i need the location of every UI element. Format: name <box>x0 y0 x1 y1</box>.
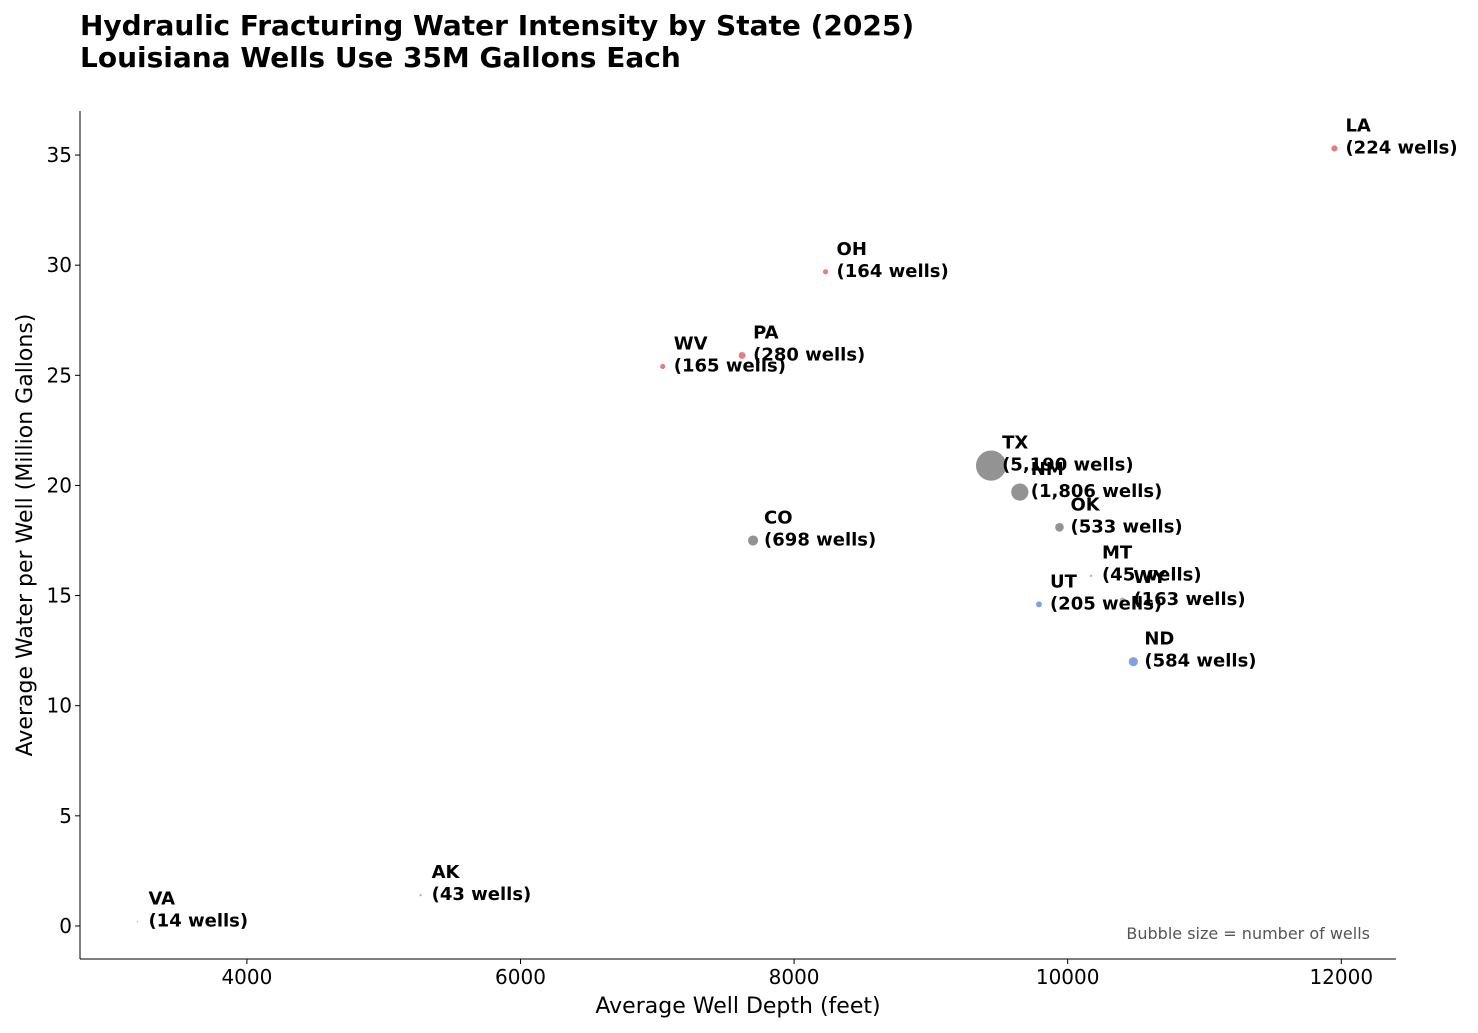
bubble-pa <box>738 351 747 360</box>
bubble-oh <box>822 268 829 275</box>
label-nd: ND (584 wells) <box>1144 629 1256 672</box>
x-tick-label: 12000 <box>1309 965 1373 989</box>
label-wells: (14 wells) <box>148 911 248 932</box>
label-state: OH <box>837 239 867 260</box>
bubble-nd <box>1127 655 1140 668</box>
axes: 4000 6000 8000 10000 12000 0 5 10 15 20 25 30 35 <box>47 111 1396 989</box>
label-state: OK <box>1070 494 1100 515</box>
label-wells: (280 wells) <box>753 344 865 365</box>
label-wells: (533 wells) <box>1070 516 1182 537</box>
data-points <box>136 144 1338 923</box>
label-mt: MT (45 wells) <box>1102 543 1202 586</box>
bubble-wy <box>1119 596 1126 604</box>
label-la: LA (224 wells) <box>1345 115 1457 158</box>
label-wells: (45 wells) <box>1102 565 1202 586</box>
bubble-size-note: Bubble size = number of wells <box>1126 924 1370 943</box>
label-wells: (224 wells) <box>1345 137 1457 158</box>
label-state: LA <box>1345 115 1370 136</box>
label-state: WY <box>1133 567 1167 588</box>
chart-title: Hydraulic Fracturing Water Intensity by … <box>80 10 914 74</box>
label-co: CO (698 wells) <box>764 508 876 551</box>
label-wells: (163 wells) <box>1133 589 1245 610</box>
label-state: WV <box>674 334 708 355</box>
label-wells: (164 wells) <box>837 261 949 282</box>
label-wy: WY (163 wells) <box>1133 567 1245 610</box>
label-state: VA <box>148 889 175 910</box>
chart-title-line-2: Louisiana Wells Use 35M Gallons Each <box>80 41 681 74</box>
x-tick-label: 4000 <box>221 965 272 989</box>
label-ak: AK (43 wells) <box>432 862 532 905</box>
chart-title-line-1: Hydraulic Fracturing Water Intensity by … <box>80 9 915 42</box>
label-state: UT <box>1050 571 1078 592</box>
y-tick-label: 10 <box>47 694 72 718</box>
label-wv: WV (165 wells) <box>674 334 786 377</box>
label-tx: TX (5,190 wells) <box>1002 433 1134 476</box>
label-wells: (1,806 wells) <box>1031 481 1163 502</box>
label-ut: UT (205 wells) <box>1050 571 1162 614</box>
label-wells: (43 wells) <box>432 884 532 905</box>
y-axis-label: Average Water per Well (Million Gallons) <box>13 314 38 757</box>
x-tick-label: 8000 <box>769 965 820 989</box>
label-wells: (5,190 wells) <box>1002 455 1134 476</box>
y-tick-label: 20 <box>47 473 72 497</box>
label-wells: (584 wells) <box>1144 651 1256 672</box>
bubble-va <box>136 920 139 923</box>
label-pa: PA (280 wells) <box>753 322 865 365</box>
bubble-tx <box>974 449 1008 483</box>
bubble-la <box>1330 144 1338 152</box>
y-tick-label: 35 <box>47 143 72 167</box>
bubble-ut <box>1035 600 1043 608</box>
y-tick-label: 5 <box>59 804 72 828</box>
label-state: PA <box>753 322 779 343</box>
label-state: NM <box>1031 459 1064 480</box>
x-axis-label: Average Well Depth (feet) <box>595 994 880 1019</box>
y-tick-label: 15 <box>47 584 72 608</box>
bubble-nm <box>1009 481 1030 503</box>
label-va: VA (14 wells) <box>148 889 248 932</box>
label-wells: (698 wells) <box>764 530 876 551</box>
label-state: AK <box>432 862 461 883</box>
y-tick-label: 30 <box>47 253 72 277</box>
x-tick-label: 10000 <box>1036 965 1100 989</box>
y-tick-label: 25 <box>47 363 72 387</box>
label-wells: (205 wells) <box>1050 593 1162 614</box>
label-ok: OK (533 wells) <box>1070 494 1182 537</box>
bubble-ak <box>418 893 423 897</box>
label-oh: OH (164 wells) <box>837 239 949 282</box>
label-state: MT <box>1102 543 1133 564</box>
bubble-ok <box>1053 521 1066 534</box>
bubble-co <box>746 533 760 548</box>
label-wells: (165 wells) <box>674 356 786 377</box>
bubble-mt <box>1089 574 1093 578</box>
y-tick-label: 0 <box>59 914 72 938</box>
point-labels: LA (224 wells)OH (164 wells)WV (165 wells)P… <box>148 115 1457 931</box>
label-state: CO <box>764 508 793 529</box>
bubble-wv <box>659 363 666 370</box>
label-state: TX <box>1002 433 1028 454</box>
x-tick-label: 6000 <box>495 965 546 989</box>
label-nm: NM (1,806 wells) <box>1031 459 1163 502</box>
label-state: ND <box>1144 629 1174 650</box>
